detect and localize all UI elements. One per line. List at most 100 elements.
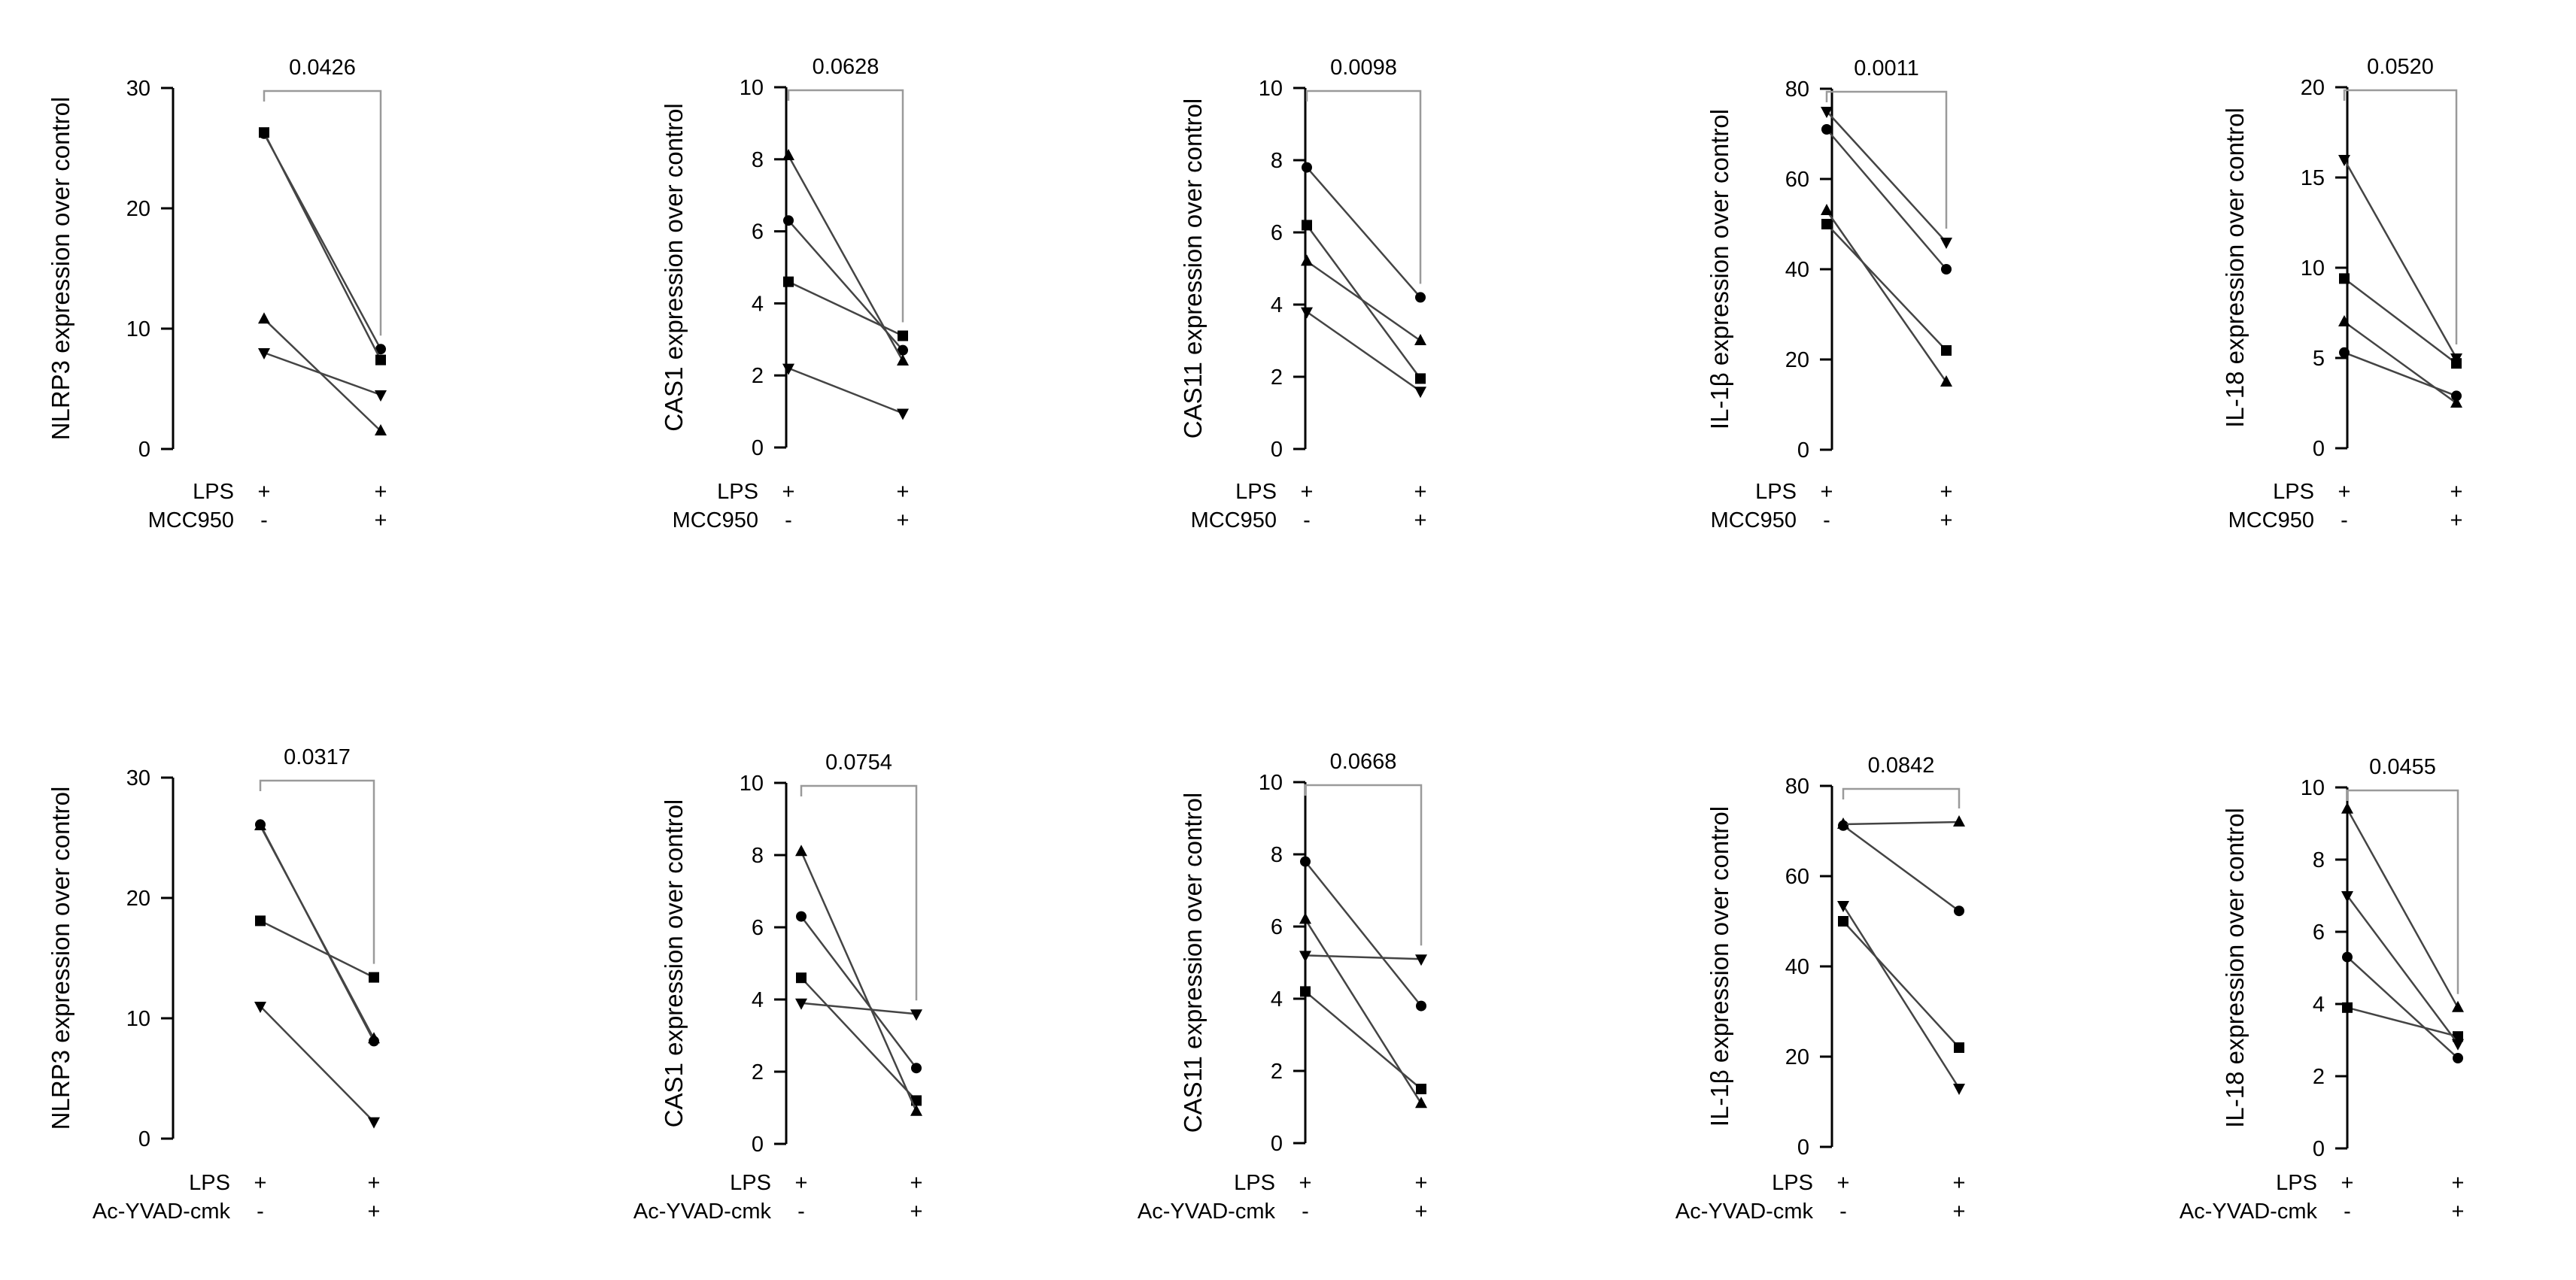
condition-symbol: + — [1836, 1171, 1850, 1195]
chart-svg-5: 0 5 10 15 20 IL-18 expression over control 0.0… — [2221, 55, 2462, 461]
y-tick-label: 10 — [126, 317, 150, 341]
condition-symbol: + — [896, 480, 910, 504]
y-axis-label: NLRP3 expression over control — [47, 97, 74, 441]
data-point-triangle-down — [368, 1117, 380, 1129]
data-point-circle — [783, 215, 794, 226]
series-line-square — [1826, 223, 1947, 351]
chart-panel-6: 0 10 20 30 NLRP3 expression over control 0.03… — [15, 647, 497, 1248]
data-point-triangle-down — [375, 390, 387, 402]
data-point-circle — [1300, 856, 1311, 867]
data-point-circle — [1941, 264, 1952, 275]
data-point-circle — [2453, 1053, 2463, 1063]
y-tick-label: 10 — [740, 772, 764, 796]
y-tick-label: 10 — [1259, 771, 1283, 795]
data-point-triangle-up — [254, 819, 266, 830]
chart-panel-1: 0 10 20 30 NLRP3 expression over control 0.04… — [15, 15, 497, 617]
data-point-triangle-down — [1301, 307, 1313, 319]
y-tick-label: 10 — [1259, 77, 1283, 101]
condition-symbol: + — [367, 1171, 381, 1195]
condition-symbol: + — [1414, 1200, 1428, 1224]
chart-svg-7: 0 2 4 6 8 10 CAS1 expression over control 0.075… — [660, 751, 922, 1157]
condition-label: LPS — [730, 1171, 771, 1195]
condition-label: MCC950 — [1190, 508, 1277, 532]
y-tick-label: 8 — [752, 844, 764, 868]
condition-symbol: + — [1414, 508, 1427, 532]
condition-label: Ac-YVAD-cmk — [1675, 1200, 1813, 1224]
series-line-triangle-up — [1306, 260, 1421, 342]
chart-panel-10: 0 2 4 6 8 10 IL-18 expression over control 0.04… — [2061, 647, 2543, 1248]
y-axis-label: NLRP3 expression over control — [47, 787, 74, 1130]
chart-svg-10: 0 2 4 6 8 10 IL-18 expression over control 0.04… — [2221, 755, 2464, 1161]
significance-bracket — [1304, 784, 1423, 946]
chart-svg-9: 0 20 40 60 80 IL-1β expression over control 0.… — [1706, 754, 1965, 1160]
y-tick-label: 8 — [2313, 848, 2325, 872]
condition-symbol: - — [1823, 508, 1830, 532]
data-point-triangle-down — [258, 348, 270, 359]
y-tick-label: 60 — [1785, 168, 1809, 192]
condition-symbol: + — [1940, 480, 1953, 504]
condition-label: Ac-YVAD-cmk — [1137, 1200, 1275, 1224]
condition-symbol: - — [785, 508, 792, 532]
data-point-square — [1838, 916, 1848, 927]
data-point-square — [2342, 1002, 2353, 1013]
data-point-triangle-down — [782, 363, 794, 375]
chart-panel-2: 0 2 4 6 8 10 CAS1 expression over control 0.062… — [527, 15, 1008, 617]
condition-label: LPS — [717, 480, 758, 504]
series-line-square — [2344, 278, 2457, 365]
series-line-triangle-down — [1842, 905, 1961, 1089]
significance-bracket — [800, 784, 918, 1001]
chart-panel-7: 0 2 4 6 8 10 CAS1 expression over control 0.075… — [527, 647, 1008, 1248]
data-point-triangle-up — [1299, 912, 1311, 924]
data-point-circle — [898, 344, 908, 356]
data-point-triangle-up — [1837, 817, 1849, 829]
condition-label: LPS — [1772, 1171, 1813, 1195]
condition-symbol: + — [254, 1171, 267, 1195]
p-value-label: 0.0628 — [813, 55, 879, 79]
y-tick-label: 0 — [1271, 438, 1283, 462]
y-axis-label: IL-1β expression over control — [1706, 109, 1733, 429]
y-tick-label: 80 — [1785, 77, 1809, 102]
data-point-triangle-down — [254, 1002, 266, 1013]
data-point-triangle-down — [795, 998, 807, 1010]
chart-panel-4: 0 20 40 60 80 IL-1β expression over control 0.… — [1550, 15, 2031, 617]
condition-symbol: + — [2451, 1200, 2465, 1224]
series-line-triangle-up — [1825, 210, 1948, 383]
y-axis-label: IL-18 expression over control — [2221, 808, 2249, 1128]
data-point-circle — [375, 344, 386, 355]
condition-label: LPS — [2273, 480, 2314, 504]
y-tick-label: 0 — [1797, 1136, 1809, 1160]
condition-label: MCC950 — [1710, 508, 1797, 532]
data-point-square — [1302, 220, 1312, 231]
p-value-label: 0.0426 — [289, 56, 356, 80]
condition-symbol: + — [2341, 1171, 2354, 1195]
significance-bracket — [263, 89, 382, 336]
y-tick-label: 6 — [1271, 915, 1283, 939]
series-line-square — [263, 132, 382, 361]
data-point-square — [898, 330, 908, 341]
y-tick-label: 4 — [2313, 993, 2325, 1017]
condition-symbol: + — [2450, 480, 2463, 504]
significance-bracket — [1825, 90, 1948, 229]
data-point-triangle-up — [782, 149, 794, 161]
data-point-triangle-down — [897, 408, 909, 420]
y-tick-label: 0 — [752, 1133, 764, 1157]
y-tick-label: 0 — [2313, 1137, 2325, 1161]
data-point-triangle-up — [2338, 315, 2350, 326]
y-tick-label: 4 — [752, 292, 764, 316]
condition-symbol: + — [896, 508, 910, 532]
chart-panel-9: 0 20 40 60 80 IL-1β expression over control 0.… — [1550, 647, 2031, 1248]
condition-symbol: + — [367, 1200, 381, 1224]
series-line-triangle-down — [1306, 311, 1421, 393]
series-line-square — [260, 920, 375, 978]
series-line-triangle-up — [263, 318, 381, 432]
series-line-circle — [1826, 129, 1947, 270]
condition-symbol: - — [1302, 1200, 1309, 1224]
y-tick-label: 20 — [1785, 348, 1809, 372]
series-line-square — [788, 281, 904, 337]
condition-symbol: + — [782, 480, 795, 504]
condition-symbol: + — [2338, 480, 2351, 504]
p-value-label: 0.0842 — [1868, 754, 1935, 778]
significance-bracket — [2346, 789, 2459, 994]
data-point-square — [1415, 373, 1426, 384]
series-line-triangle-down — [800, 1002, 917, 1015]
